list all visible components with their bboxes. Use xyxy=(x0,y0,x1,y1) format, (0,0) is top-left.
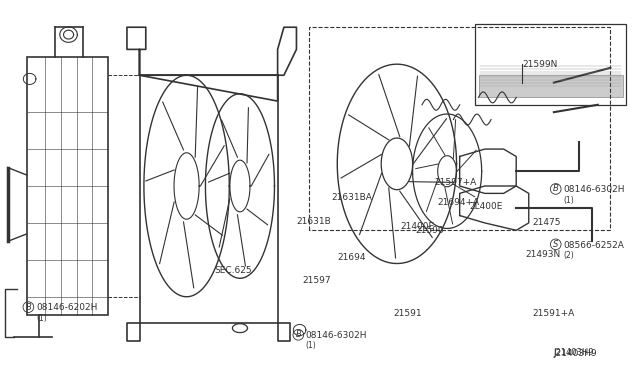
Text: (1): (1) xyxy=(306,341,317,350)
Text: (1): (1) xyxy=(36,314,47,323)
Text: (1): (1) xyxy=(563,196,574,205)
Text: J21403H9: J21403H9 xyxy=(554,350,598,359)
Text: 21631BA: 21631BA xyxy=(331,193,372,202)
Text: B: B xyxy=(296,330,301,339)
Text: 21694: 21694 xyxy=(337,253,366,263)
Text: 21599N: 21599N xyxy=(522,60,558,69)
Text: 21694+A: 21694+A xyxy=(438,198,480,207)
Text: 08146-6302H: 08146-6302H xyxy=(563,185,625,194)
Text: 21590: 21590 xyxy=(416,226,444,235)
Bar xyxy=(476,23,626,105)
Text: B: B xyxy=(26,302,31,312)
Text: 21591+A: 21591+A xyxy=(532,309,574,318)
Text: 2L400E: 2L400E xyxy=(469,202,502,211)
Text: B: B xyxy=(553,185,559,193)
Text: S: S xyxy=(553,240,559,249)
Text: 08146-6202H: 08146-6202H xyxy=(36,303,97,312)
Text: J21403H9: J21403H9 xyxy=(554,348,595,357)
Text: 21493N: 21493N xyxy=(525,250,561,259)
Text: (2): (2) xyxy=(563,251,574,260)
Bar xyxy=(479,75,623,97)
Text: 21475: 21475 xyxy=(532,218,561,227)
Text: 21597: 21597 xyxy=(303,276,332,285)
Text: 21631B: 21631B xyxy=(296,217,332,225)
Text: 21597+A: 21597+A xyxy=(435,178,477,187)
Text: 08146-6302H: 08146-6302H xyxy=(306,331,367,340)
Text: 21591: 21591 xyxy=(394,309,422,318)
Text: 21400E: 21400E xyxy=(400,222,434,231)
Text: 08566-6252A: 08566-6252A xyxy=(563,241,624,250)
Bar xyxy=(26,57,108,315)
Text: SEC.625: SEC.625 xyxy=(215,266,252,275)
